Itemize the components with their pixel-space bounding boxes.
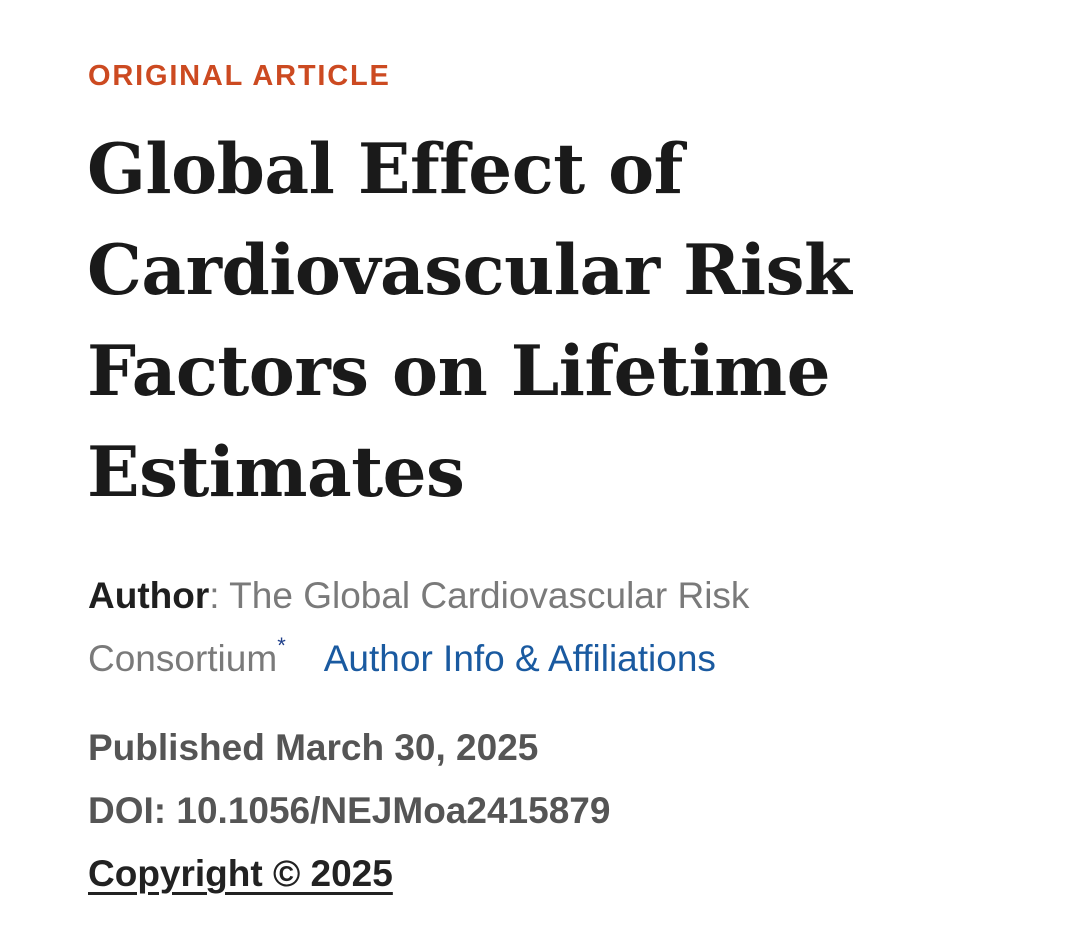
published-date: Published March 30, 2025 (88, 727, 539, 768)
author-separator: : (209, 575, 230, 616)
author-label: Author (88, 575, 210, 616)
article-type-label: ORIGINAL ARTICLE (88, 60, 391, 92)
author-line: Author: The Global Cardiovascular Risk C… (88, 564, 988, 690)
copyright-link[interactable]: Copyright © 2025 (88, 853, 393, 894)
publication-meta: Published March 30, 2025 DOI: 10.1056/NE… (88, 716, 1048, 905)
doi: DOI: 10.1056/NEJMoa2415879 (88, 790, 611, 831)
article-header: ORIGINAL ARTICLE Global Effect of Cardio… (87, 58, 1048, 905)
author-footnote-mark[interactable]: * (277, 633, 286, 658)
author-name: The Global Cardiovascular Risk Consortiu… (88, 575, 750, 679)
article-title: Global Effect of Cardiovascular Risk Fac… (87, 129, 852, 513)
author-affiliations-link[interactable]: Author Info & Affiliations (323, 638, 716, 679)
